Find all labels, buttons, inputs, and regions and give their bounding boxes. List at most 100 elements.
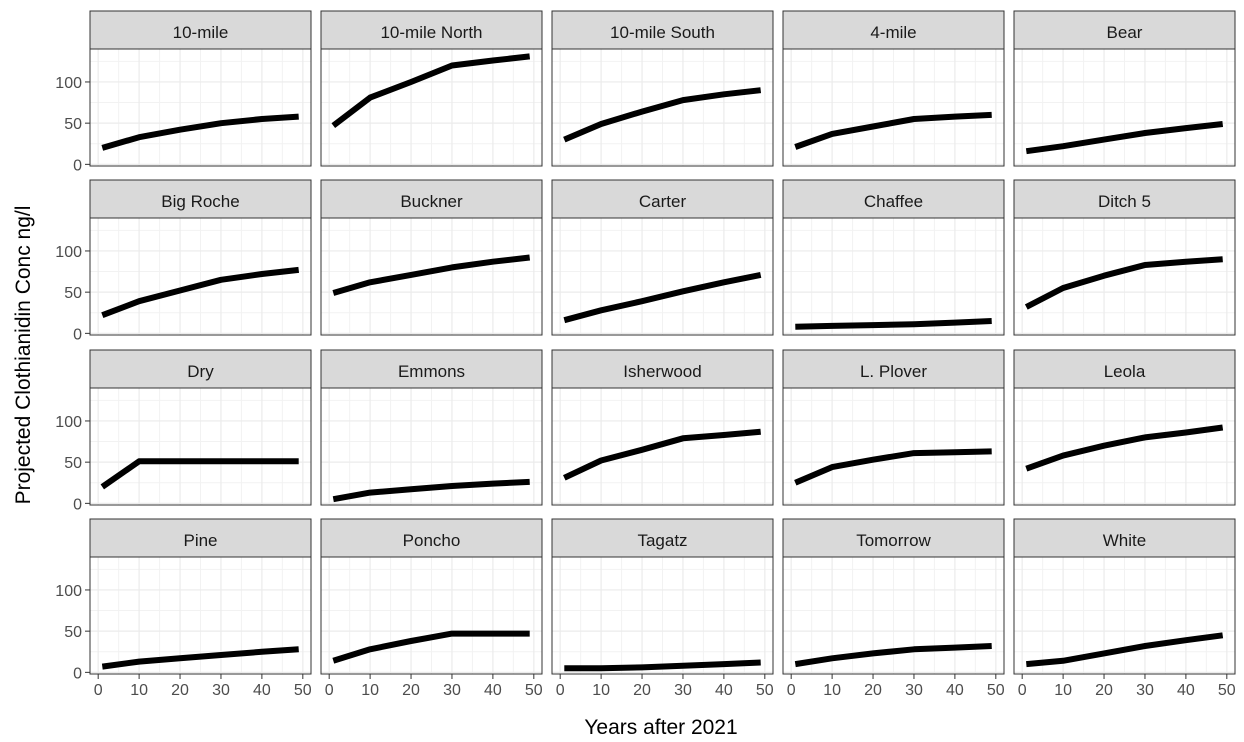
x-tick-label: 50 — [987, 682, 1005, 699]
x-tick-label: 20 — [171, 682, 189, 699]
facet-strip-label: White — [1103, 531, 1146, 550]
y-tick-label: 50 — [64, 116, 82, 133]
facet-strip — [782, 349, 1005, 389]
x-tick-label: 30 — [212, 682, 230, 699]
x-tick-label: 30 — [674, 682, 692, 699]
facet-strip-label: Tomorrow — [856, 531, 931, 550]
panel-border — [89, 387, 312, 506]
series-line — [794, 643, 992, 668]
y-tick-label: 0 — [73, 157, 82, 174]
series-line — [1025, 121, 1224, 155]
facet-panel: Dry — [89, 349, 312, 506]
panel-border — [1013, 556, 1236, 675]
facet-strip-label: Leola — [1104, 362, 1146, 381]
facet-panel: Carter — [551, 179, 774, 336]
panel-border — [551, 387, 774, 506]
series-line — [795, 318, 992, 330]
facet-strip-label: Pine — [183, 531, 217, 550]
series-line — [1026, 632, 1224, 668]
x-axis-group: 0 10 20 30 40 50 0 10 20 30 40 50 0 10 20 30 40 50 0 10 20 30… — [94, 674, 1236, 699]
y-tick-label: 0 — [73, 665, 82, 682]
y-axis-title: Projected Clothianidin Conc ng/l — [12, 206, 35, 505]
y-tick-label: 0 — [73, 496, 82, 513]
facet-panel: 4-mile — [782, 10, 1005, 167]
y-tick-label: 50 — [64, 624, 82, 641]
facet-panel: Tagatz — [551, 518, 774, 675]
x-tick-label: 10 — [592, 682, 610, 699]
facet-strip — [782, 179, 1005, 219]
facet-strip-label: Bear — [1107, 23, 1143, 42]
series-line — [563, 428, 761, 481]
facet-panel: Pine — [89, 518, 312, 675]
facet-strip-label: Carter — [639, 192, 687, 211]
panel-border — [89, 217, 312, 336]
facet-strip — [89, 10, 312, 50]
series-line — [564, 659, 761, 672]
facet-strip — [320, 179, 543, 219]
x-tick-label: 50 — [525, 682, 543, 699]
x-tick-label: 10 — [823, 682, 841, 699]
series-line — [1024, 256, 1223, 310]
facet-panel: 10-mile — [89, 10, 312, 167]
series-line — [563, 271, 762, 324]
x-tick-label: 50 — [1218, 682, 1236, 699]
panel-border — [320, 387, 543, 506]
panel-border — [320, 48, 543, 167]
panel-border — [782, 217, 1005, 336]
x-tick-label: 0 — [325, 682, 334, 699]
facet-strip — [89, 518, 312, 558]
facet-strip — [782, 518, 1005, 558]
series-line — [101, 113, 299, 151]
facet-panel: Leola — [1013, 349, 1236, 506]
facet-panel: L. Plover — [782, 349, 1005, 506]
x-tick-label: 50 — [294, 682, 312, 699]
x-axis-title: Years after 2021 — [584, 716, 737, 739]
facet-strip-label: Dry — [187, 362, 214, 381]
y-tick-label: 100 — [55, 75, 82, 92]
facet-panel: White — [1013, 518, 1236, 675]
facet-strip — [320, 349, 543, 389]
x-tick-label: 30 — [443, 682, 461, 699]
facet-panel: Chaffee — [782, 179, 1005, 336]
facet-panel: Tomorrow — [782, 518, 1005, 675]
facet-strip-label: Isherwood — [623, 362, 701, 381]
panel-grid: 10-mile 10-mile North 10-mile South 4-mile B… — [89, 10, 1236, 675]
facet-panel: Poncho — [320, 518, 543, 675]
panel-border — [320, 217, 543, 336]
y-tick-label: 100 — [55, 414, 82, 431]
panel-border — [551, 48, 774, 167]
facet-strip — [89, 179, 312, 219]
x-tick-label: 0 — [556, 682, 565, 699]
series-line — [331, 53, 531, 128]
series-line — [101, 266, 300, 319]
x-tick-label: 0 — [1018, 682, 1027, 699]
series-line — [563, 87, 762, 143]
facet-strip — [551, 518, 774, 558]
x-tick-label: 40 — [1177, 682, 1195, 699]
series-line — [1025, 424, 1224, 472]
facet-strip-label: Emmons — [398, 362, 465, 381]
facet-strip-label: Big Roche — [161, 192, 239, 211]
facet-panel: Emmons — [320, 349, 543, 506]
panel-border — [320, 556, 543, 675]
series-line — [332, 254, 531, 296]
facet-strip — [551, 10, 774, 50]
panel-border — [89, 48, 312, 167]
facet-panel: Isherwood — [551, 349, 774, 506]
facet-strip-label: Chaffee — [864, 192, 923, 211]
panel-border — [782, 556, 1005, 675]
facet-strip — [1013, 349, 1236, 389]
panel-border — [1013, 217, 1236, 336]
series-line — [100, 458, 299, 490]
x-tick-label: 10 — [1054, 682, 1072, 699]
x-tick-label: 40 — [715, 682, 733, 699]
x-tick-label: 10 — [130, 682, 148, 699]
panel-border — [551, 217, 774, 336]
y-tick-label: 0 — [73, 326, 82, 343]
x-tick-label: 40 — [946, 682, 964, 699]
facet-panel: Big Roche — [89, 179, 312, 336]
facet-strip-label: Tagatz — [637, 531, 687, 550]
y-tick-label: 50 — [64, 285, 82, 302]
facet-strip-label: Buckner — [400, 192, 463, 211]
